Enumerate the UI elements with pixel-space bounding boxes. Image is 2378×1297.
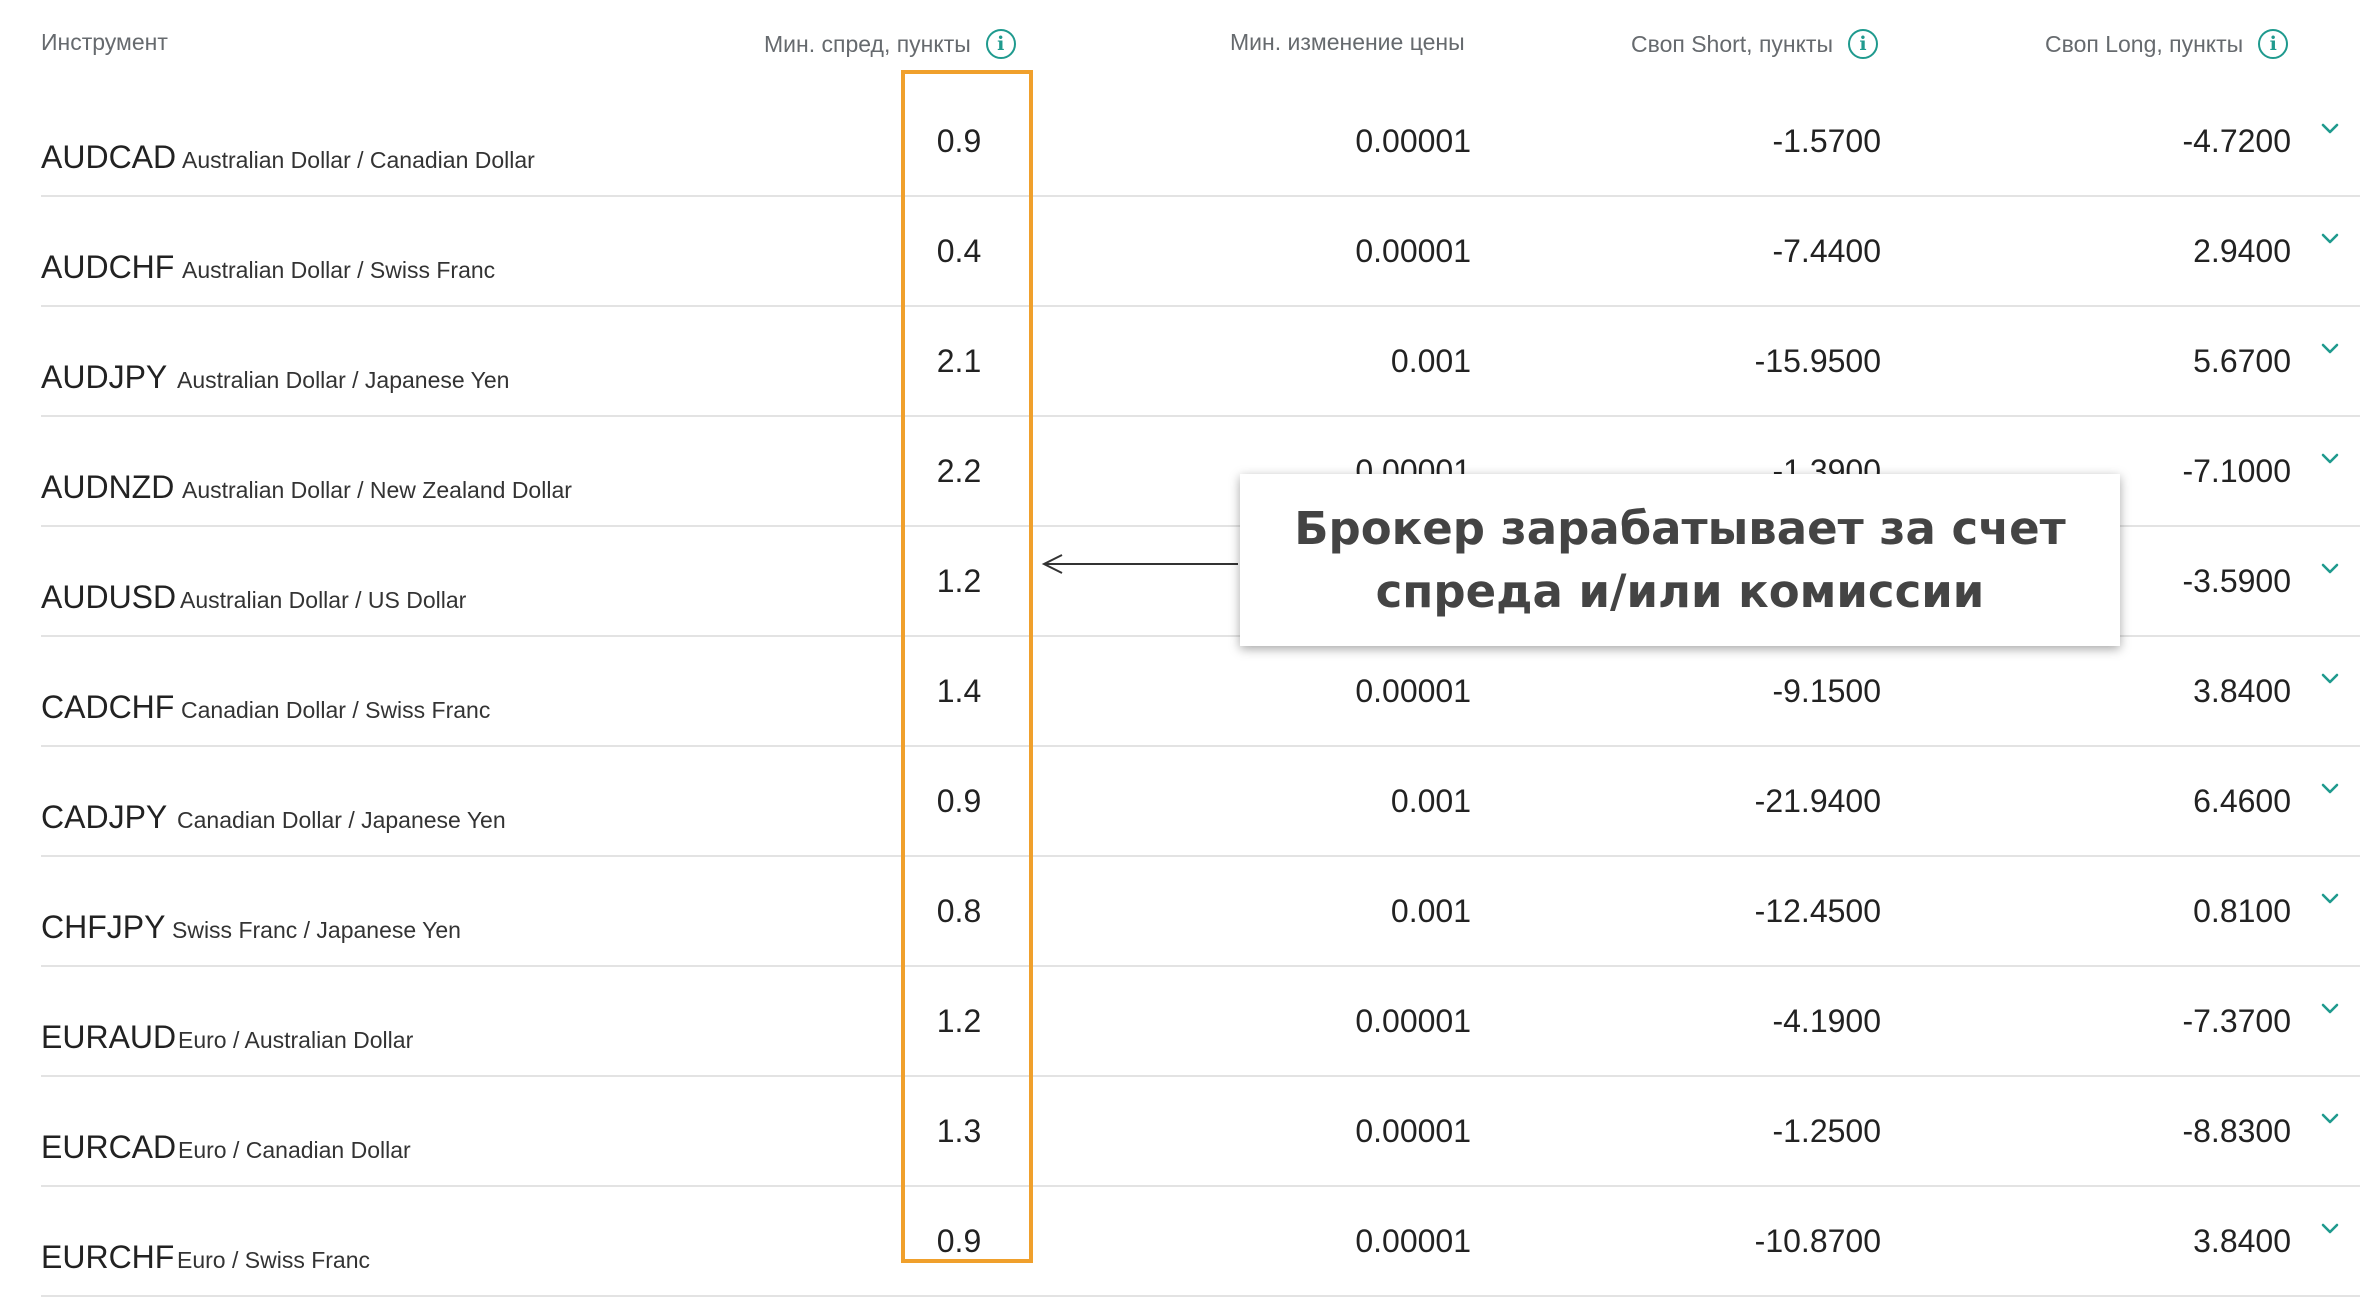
swap-short-value: -10.8700 (1754, 1223, 1881, 1259)
table-body: AUDCAD Australian Dollar / Canadian Dolla… (41, 87, 2360, 1297)
instrument-symbol: EURCAD (41, 1129, 177, 1165)
swap-long-value: -8.8300 (2182, 1113, 2291, 1149)
header-swap-long[interactable]: Своп Long, пункты i (2045, 29, 2289, 59)
swap-short-value: -15.9500 (1754, 343, 1881, 379)
swap-short-value: -9.1500 (1772, 673, 1881, 709)
header-min-price-change[interactable]: Мин. изменение цены (1230, 29, 1465, 55)
spread-value: 0.9 (936, 123, 982, 159)
instrument-symbol: AUDJPY (41, 359, 168, 395)
instruments-table: Инструмент Мин. спред, пункты i Мин. изм… (41, 0, 2360, 1297)
table-row[interactable]: CADCHF Canadian Dollar / Swiss Franc 1.4 0.… (41, 637, 2360, 747)
swap-long-value: -7.1000 (2182, 453, 2291, 489)
table-header: Инструмент Мин. спред, пункты i Мин. изм… (41, 0, 2360, 87)
swap-long-value: 5.6700 (2193, 343, 2291, 379)
chevron-down-icon[interactable] (2316, 1215, 2344, 1243)
instrument-name: Australian Dollar / Japanese Yen (177, 367, 510, 393)
instrument-name: Euro / Canadian Dollar (178, 1137, 411, 1163)
spread-value: 0.9 (936, 783, 982, 819)
min-price-change-value: 0.001 (1390, 893, 1471, 929)
min-price-change-value: 0.00001 (1355, 233, 1471, 269)
min-price-change-value: 0.00001 (1355, 123, 1471, 159)
instrument-name: Australian Dollar / US Dollar (180, 587, 467, 613)
spread-value: 2.2 (936, 453, 982, 489)
chevron-down-icon[interactable] (2316, 555, 2344, 583)
table-row[interactable]: CHFJPY Swiss Franc / Japanese Yen 0.8 0.001… (41, 857, 2360, 967)
spread-value: 1.3 (936, 1113, 982, 1149)
swap-long-value: 2.9400 (2193, 233, 2291, 269)
spread-value: 1.2 (936, 563, 982, 599)
instrument-name: Australian Dollar / New Zealand Dollar (182, 477, 572, 503)
info-icon[interactable]: i (1848, 29, 1879, 59)
instrument-symbol: EURCHF (41, 1239, 175, 1275)
swap-short-value: -1.2500 (1772, 1113, 1881, 1149)
swap-short-value: -21.9400 (1754, 783, 1881, 819)
instrument-name: Swiss Franc / Japanese Yen (172, 917, 461, 943)
min-price-change-value: 0.001 (1390, 343, 1471, 379)
min-price-change-value: 0.00001 (1355, 1113, 1471, 1149)
header-instrument[interactable]: Инструмент (41, 29, 168, 55)
spread-value: 0.9 (936, 1223, 982, 1259)
min-price-change-value: 0.00001 (1355, 1003, 1471, 1039)
instrument-name: Euro / Swiss Franc (177, 1247, 370, 1273)
swap-short-value: -7.4400 (1772, 233, 1881, 269)
instrument-name: Canadian Dollar / Swiss Franc (181, 697, 491, 723)
instrument-symbol: AUDUSD (41, 579, 177, 615)
instrument-symbol: EURAUD (41, 1019, 177, 1055)
chevron-down-icon[interactable] (2316, 995, 2344, 1023)
table-row[interactable]: AUDCAD Australian Dollar / Canadian Dolla… (41, 87, 2360, 197)
swap-long-value: 0.8100 (2193, 893, 2291, 929)
instrument-symbol: AUDCHF (41, 249, 175, 285)
instrument-symbol: CADJPY (41, 799, 168, 835)
swap-short-value: -1.5700 (1772, 123, 1881, 159)
spread-value: 2.1 (936, 343, 982, 379)
chevron-down-icon[interactable] (2316, 885, 2344, 913)
spread-value: 1.2 (936, 1003, 982, 1039)
info-icon[interactable]: i (2258, 29, 2289, 59)
min-price-change-value: 0.001 (1390, 783, 1471, 819)
instrument-name: Canadian Dollar / Japanese Yen (177, 807, 506, 833)
chevron-down-icon[interactable] (2316, 775, 2344, 803)
header-swap-short[interactable]: Своп Short, пункты i (1631, 29, 1879, 59)
instrument-name: Euro / Australian Dollar (178, 1027, 414, 1053)
instrument-name: Australian Dollar / Swiss Franc (182, 257, 496, 283)
info-icon[interactable]: i (985, 29, 1016, 59)
swap-long-value: -7.3700 (2182, 1003, 2291, 1039)
table-row[interactable]: CADJPY Canadian Dollar / Japanese Yen 0.9 0… (41, 747, 2360, 857)
chevron-down-icon[interactable] (2316, 1105, 2344, 1133)
swap-long-value: -4.7200 (2182, 123, 2291, 159)
swap-short-value: -12.4500 (1754, 893, 1881, 929)
swap-short-value: -4.1900 (1772, 1003, 1881, 1039)
instrument-symbol: AUDNZD (41, 469, 175, 505)
chevron-down-icon[interactable] (2316, 225, 2344, 253)
chevron-down-icon[interactable] (2316, 445, 2344, 473)
table-row[interactable]: AUDUSD Australian Dollar / US Dollar 1.2 -3… (41, 527, 2360, 637)
spread-value: 0.4 (936, 233, 982, 269)
table-row[interactable]: EURAUD Euro / Australian Dollar 1.2 0.00001… (41, 967, 2360, 1077)
instrument-symbol: AUDCAD (41, 139, 177, 175)
table-row[interactable]: EURCHF Euro / Swiss Franc 0.9 0.00001 -10.87… (41, 1187, 2360, 1297)
chevron-down-icon[interactable] (2316, 115, 2344, 143)
swap-long-value: 3.8400 (2193, 673, 2291, 709)
swap-long-value: 6.4600 (2193, 783, 2291, 819)
swap-long-value: -3.5900 (2182, 563, 2291, 599)
arrow-left-icon (1041, 554, 1238, 574)
spread-value: 0.8 (936, 893, 982, 929)
min-price-change-value: 0.00001 (1355, 673, 1471, 709)
instrument-symbol: CHFJPY (41, 909, 166, 945)
callout-box: Брокер зарабатывает за счет спреда и/или… (1240, 474, 2120, 646)
spread-value: 1.4 (936, 673, 982, 709)
chevron-down-icon[interactable] (2316, 665, 2344, 693)
instrument-name: Australian Dollar / Canadian Dollar (182, 147, 535, 173)
swap-long-value: 3.8400 (2193, 1223, 2291, 1259)
min-price-change-value: 0.00001 (1355, 1223, 1471, 1259)
chevron-down-icon[interactable] (2316, 335, 2344, 363)
header-min-spread[interactable]: Мин. спред, пункты i (764, 29, 1016, 59)
table-row[interactable]: AUDCHF Australian Dollar / Swiss Franc 0.4… (41, 197, 2360, 307)
table-row[interactable]: AUDJPY Australian Dollar / Japanese Yen 2.… (41, 307, 2360, 417)
callout-line-2: спреда и/или комиссии (1375, 565, 1985, 618)
instrument-symbol: CADCHF (41, 689, 175, 725)
callout-line-1: Брокер зарабатывает за счет (1294, 502, 2066, 555)
table-row[interactable]: EURCAD Euro / Canadian Dollar 1.3 0.00001 -1… (41, 1077, 2360, 1187)
